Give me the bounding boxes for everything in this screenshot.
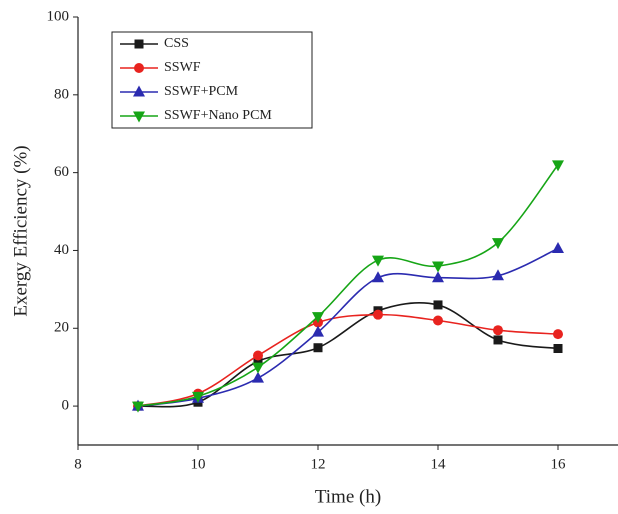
marker (493, 325, 503, 336)
marker (253, 350, 263, 361)
marker (192, 391, 204, 403)
marker (432, 271, 444, 283)
legend-box (111, 31, 313, 129)
marker (373, 309, 383, 320)
marker (492, 238, 504, 250)
marker (552, 242, 564, 254)
y-tick-label: 100 (47, 8, 70, 24)
legend: CSS SSWF SSWF+PCM SSWF+Nano PCM (111, 31, 313, 129)
x-tick-label: 12 (311, 456, 326, 472)
legend-label: SSWF (164, 60, 201, 75)
y-tick-label: 40 (54, 242, 69, 258)
y-tick-label: 20 (54, 320, 69, 336)
legend-label: CSS (164, 36, 189, 51)
marker (372, 255, 384, 267)
y-tick-label: 0 (62, 398, 70, 414)
marker (553, 344, 563, 354)
marker (133, 85, 145, 97)
series-line (137, 313, 559, 407)
marker (492, 269, 504, 281)
y-tick-label: 80 (54, 86, 69, 102)
marker (552, 160, 564, 172)
marker (312, 312, 324, 324)
marker (372, 271, 384, 283)
marker (313, 343, 323, 353)
marker (493, 335, 503, 345)
marker (252, 371, 264, 383)
x-axis-title: Time (h) (315, 486, 381, 507)
series-line (137, 164, 559, 407)
x-tick-label: 14 (431, 456, 447, 472)
marker (133, 111, 145, 123)
x-tick-label: 8 (74, 456, 82, 472)
marker (553, 329, 563, 340)
marker (132, 401, 144, 413)
series-line (137, 301, 559, 408)
marker (312, 325, 324, 337)
legend-label: SSWF+PCM (164, 84, 239, 99)
legend-label: SSWF+Nano PCM (164, 108, 272, 123)
y-axis-title: Exergy Efficiency (%) (10, 145, 31, 316)
marker (433, 315, 443, 326)
marker (134, 63, 144, 73)
marker (253, 356, 263, 366)
marker (134, 39, 144, 49)
marker (432, 261, 444, 273)
x-tick-label: 10 (191, 456, 206, 472)
marker (252, 362, 264, 374)
y-tick-label: 60 (54, 164, 69, 180)
marker (433, 300, 443, 310)
x-tick-label: 16 (551, 456, 567, 472)
